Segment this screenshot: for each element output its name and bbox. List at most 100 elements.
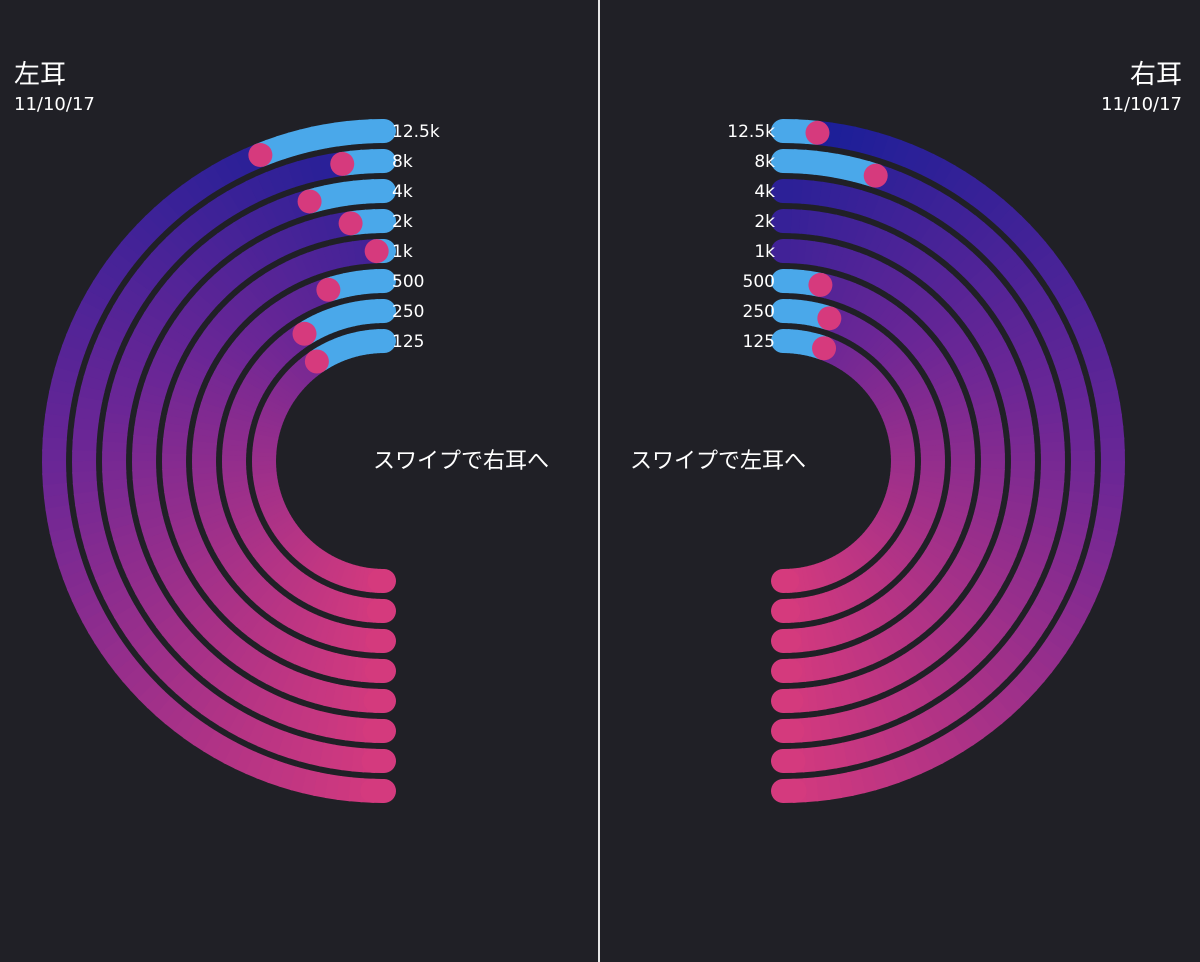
- ring-segment: [916, 257, 940, 283]
- ring-4k: [771, 179, 1065, 743]
- ring-segment: [128, 223, 156, 251]
- ring-segment: [995, 645, 1022, 672]
- ring-segment: [990, 605, 1017, 629]
- ring-segment: [967, 633, 993, 659]
- ring-segment: [224, 348, 249, 369]
- ring-segment: [803, 240, 816, 266]
- frequency-label: 2k: [754, 212, 775, 232]
- ring-segment: [102, 441, 127, 455]
- ring-8k: [72, 149, 396, 773]
- ring-segment: [343, 302, 356, 328]
- ring-segment: [812, 150, 829, 177]
- ring-segment: [139, 589, 167, 612]
- level-marker: [364, 239, 389, 264]
- ring-segment: [924, 593, 948, 617]
- ring-segment: [967, 222, 994, 249]
- frequency-label: 125: [743, 332, 775, 352]
- ring-segment: [224, 484, 250, 496]
- ring-segment: [926, 190, 950, 218]
- ring-segment: [834, 278, 850, 304]
- ring-segment: [1010, 673, 1037, 701]
- level-marker: [292, 321, 317, 346]
- ring-segment: [184, 547, 210, 567]
- level-marker: [863, 163, 888, 188]
- ring-segment: [1091, 378, 1118, 398]
- ring-segment: [138, 638, 165, 664]
- ring-segment: [920, 470, 945, 479]
- ring-segment: [918, 348, 943, 369]
- ring-segment: [978, 191, 1005, 219]
- ring-segment: [132, 476, 158, 489]
- ring-segment: [817, 242, 831, 268]
- ring-segment: [1000, 589, 1028, 612]
- ring-segment: [160, 335, 187, 356]
- ring-segment: [107, 647, 135, 674]
- ring-segment: [76, 396, 103, 414]
- ring-segment: [1001, 515, 1028, 532]
- ring-segment: [832, 554, 849, 578]
- ring-segment: [798, 209, 811, 235]
- ring-segment: [960, 215, 986, 242]
- ring-segment: [902, 573, 926, 596]
- ring-segment: [1045, 568, 1073, 590]
- ring-segment: [214, 268, 238, 293]
- ring-segment: [807, 716, 823, 742]
- ring-segment: [236, 332, 260, 355]
- ring-segment: [323, 651, 338, 677]
- ring-segment: [223, 479, 249, 490]
- ring-segment: [911, 216, 934, 244]
- ring-segment: [192, 472, 218, 483]
- ring-segment: [833, 618, 849, 644]
- ring-segment: [333, 181, 349, 208]
- ring-segment: [130, 673, 157, 701]
- ring-segment: [255, 424, 281, 436]
- ring-segment: [933, 529, 959, 547]
- ring-segment: [243, 529, 268, 548]
- ring-segment: [980, 335, 1007, 356]
- ring-segment: [1052, 549, 1080, 570]
- level-marker: [248, 143, 273, 168]
- ring-segment: [910, 400, 936, 415]
- ring-segment: [72, 439, 97, 454]
- level-marker: [808, 272, 833, 297]
- ring-segment: [938, 518, 964, 534]
- ring-segment: [843, 315, 860, 340]
- ring-segment: [349, 270, 361, 296]
- ring-segment: [183, 718, 209, 746]
- ring-segment: [260, 589, 282, 613]
- ring-segment: [808, 564, 820, 590]
- ring-segment: [253, 621, 275, 646]
- ring-segment: [287, 734, 307, 762]
- ring-segment: [1045, 334, 1073, 356]
- ring-segment: [275, 164, 296, 192]
- ring-segment: [243, 684, 265, 711]
- ring-segment: [855, 363, 876, 385]
- ring-segment: [804, 626, 817, 652]
- ring-1k: [771, 239, 1005, 683]
- ring-segment: [971, 320, 998, 342]
- ring-segment: [862, 192, 882, 220]
- frequency-label: 500: [743, 272, 775, 292]
- ring-segment: [851, 285, 869, 311]
- ring-segment: [1046, 269, 1075, 295]
- ring-segment: [816, 623, 830, 650]
- ring-segment: [49, 378, 76, 398]
- ring-segment: [943, 330, 968, 352]
- ring-segment: [218, 669, 242, 696]
- ring-segment: [318, 554, 335, 578]
- ring-segment: [355, 300, 366, 326]
- ring-segment: [948, 245, 973, 271]
- ring-segment: [945, 414, 972, 428]
- ring-segment: [168, 400, 194, 415]
- ring-segment: [1097, 413, 1124, 431]
- ring-segment: [1076, 569, 1105, 592]
- ring-segment: [903, 247, 926, 274]
- ring-segment: [203, 324, 229, 346]
- left-ear-panel[interactable]: 125 250 500 1k 2k 4k 8k 12.5k 左耳 11/10/17 スワイプで…: [0, 0, 598, 962]
- ring-segment: [829, 651, 844, 677]
- ring-segment: [860, 703, 880, 730]
- ring-segment: [114, 656, 142, 683]
- right-ear-panel[interactable]: 125 250 500 1k 2k 4k 8k 12.5k 右耳 11/10/17 スワイプで…: [600, 0, 1198, 962]
- right-ear-ring-chart: 125 250 500 1k 2k 4k 8k 12.5k: [727, 119, 1125, 803]
- ring-segment: [310, 550, 328, 574]
